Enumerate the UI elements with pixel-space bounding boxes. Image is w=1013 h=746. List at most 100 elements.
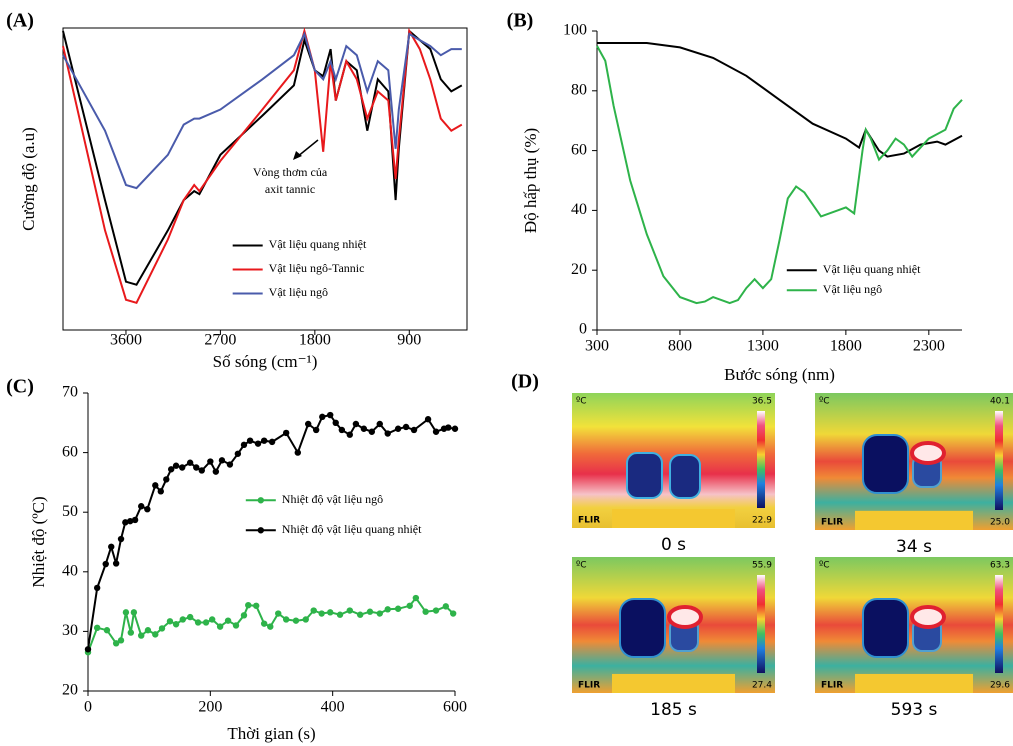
annotation: axit tannic: [265, 182, 315, 196]
y-tick-label: 100: [563, 22, 587, 39]
x-tick-label: 0: [84, 699, 92, 716]
brand-logo: FLIR: [578, 516, 600, 526]
point: [240, 441, 248, 449]
x-tick-label: 900: [397, 332, 421, 349]
point: [312, 426, 320, 434]
max-temp: 40.1: [990, 397, 1010, 407]
series-line: [87, 413, 456, 650]
point: [186, 613, 194, 621]
thermal-floor: [612, 509, 735, 528]
point: [260, 437, 268, 444]
x-tick-label: 400: [321, 699, 345, 716]
arrow-head: [293, 151, 302, 160]
point: [208, 616, 216, 623]
point: [144, 506, 151, 513]
plot-frame: [62, 27, 468, 331]
brand-logo: FLIR: [821, 518, 843, 528]
x-tick-label: 2700: [204, 332, 236, 349]
point: [218, 457, 226, 464]
thermal-floor: [855, 673, 973, 693]
point: [310, 607, 317, 614]
panel-label: (C): [6, 376, 34, 398]
y-tick-label: 20: [571, 261, 587, 278]
point: [422, 608, 429, 615]
point: [406, 602, 413, 609]
x-tick-label: 600: [443, 699, 467, 716]
y-tick-label: 70: [62, 384, 78, 401]
point: [178, 464, 186, 471]
point: [186, 459, 194, 466]
max-temp: 55.9: [752, 561, 772, 571]
point: [352, 420, 360, 428]
series-line: [597, 42, 963, 158]
thermal-image: ºC 55.9 27.4 FLIR 185 s: [572, 557, 775, 720]
max-temp: 36.5: [752, 397, 772, 407]
point: [424, 416, 432, 423]
legend-label: Vật liệu quang nhiệt: [823, 262, 921, 276]
thermal-image: ºC 63.3 29.6 FLIR 593 s: [815, 557, 1013, 720]
x-axis-label: Số sóng (cm⁻¹): [213, 352, 318, 371]
point: [163, 476, 170, 483]
legend-label: Vật liệu quang nhiệt: [269, 237, 367, 251]
x-tick-label: 3600: [110, 332, 142, 349]
x-tick-label: 300: [585, 338, 609, 355]
point: [144, 627, 152, 634]
hot-spot: [667, 605, 703, 629]
point: [368, 428, 376, 435]
min-temp: 29.6: [990, 681, 1010, 691]
point: [112, 640, 120, 647]
point: [254, 440, 262, 447]
y-tick-label: 40: [62, 562, 78, 579]
point: [138, 503, 145, 510]
point: [260, 620, 268, 627]
min-temp: 27.4: [752, 681, 772, 691]
legend-marker: [257, 497, 265, 504]
y-axis-label: Nhiệt độ (ºC): [29, 496, 48, 587]
brand-logo: FLIR: [821, 681, 843, 691]
point: [336, 611, 344, 618]
point: [356, 611, 364, 618]
point: [138, 632, 145, 639]
container: [626, 452, 663, 499]
point: [166, 618, 174, 625]
time-label: 185 s: [650, 700, 697, 720]
thermal-floor: [855, 510, 973, 530]
point: [122, 519, 129, 526]
time-label: 593 s: [891, 700, 938, 720]
time-label: 0 s: [661, 535, 686, 555]
series-line: [596, 45, 963, 305]
x-tick-label: 1800: [299, 332, 331, 349]
point: [376, 610, 383, 617]
point: [216, 623, 224, 630]
point: [384, 606, 391, 613]
point: [194, 619, 202, 626]
point: [245, 601, 252, 609]
point: [432, 428, 440, 435]
brand-logo: FLIR: [578, 681, 600, 691]
point: [131, 516, 139, 524]
point: [103, 627, 111, 634]
unit-label: ºC: [819, 561, 830, 571]
annotation-arrow: [296, 139, 319, 158]
point: [332, 419, 339, 426]
point: [93, 584, 101, 592]
point: [275, 610, 282, 617]
point: [246, 437, 254, 444]
point: [319, 413, 326, 421]
y-axis-label: Độ hấp thụ (%): [521, 128, 540, 233]
point: [224, 617, 232, 624]
x-tick-label: 1800: [830, 338, 862, 355]
thermal-floor: [612, 673, 735, 693]
point: [402, 423, 410, 431]
point: [226, 461, 234, 468]
point: [232, 622, 240, 629]
container: [669, 454, 701, 499]
point: [93, 624, 101, 632]
point: [130, 609, 138, 616]
point: [412, 594, 420, 602]
x-tick-label: 2300: [913, 338, 945, 355]
min-temp: 22.9: [752, 516, 772, 526]
point: [172, 621, 180, 628]
x-axis-label: Thời gian (s): [227, 724, 315, 743]
point: [294, 449, 302, 456]
